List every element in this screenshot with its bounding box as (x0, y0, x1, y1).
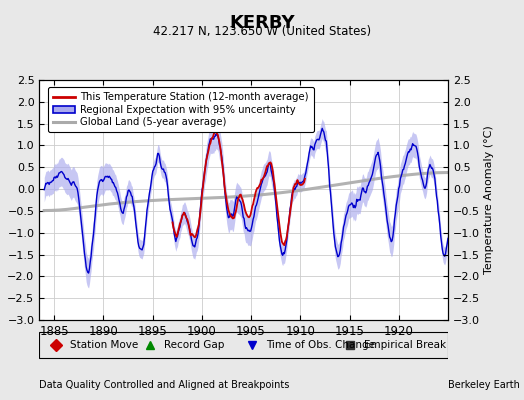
Y-axis label: Temperature Anomaly (°C): Temperature Anomaly (°C) (484, 126, 494, 274)
Text: Record Gap: Record Gap (164, 340, 224, 350)
Text: Time of Obs. Change: Time of Obs. Change (266, 340, 375, 350)
Text: 42.217 N, 123.650 W (United States): 42.217 N, 123.650 W (United States) (153, 25, 371, 38)
Text: Empirical Break: Empirical Break (364, 340, 446, 350)
Text: Data Quality Controlled and Aligned at Breakpoints: Data Quality Controlled and Aligned at B… (39, 380, 290, 390)
Text: Station Move: Station Move (70, 340, 138, 350)
Text: KERBY: KERBY (229, 14, 295, 32)
Legend: This Temperature Station (12-month average), Regional Expectation with 95% uncer: This Temperature Station (12-month avera… (48, 87, 314, 132)
Text: Berkeley Earth: Berkeley Earth (448, 380, 520, 390)
